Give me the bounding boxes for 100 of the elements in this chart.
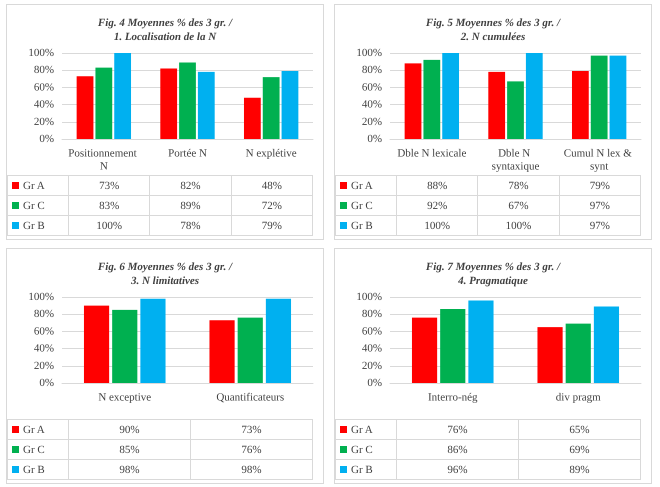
y-tick-label: 60% [362,81,382,94]
bar [440,309,466,383]
data-label: 90% [68,420,190,440]
bar [590,56,608,139]
x-tick-label: Dble N lexicale [397,148,466,160]
bar [423,60,440,139]
y-tick-label: 40% [34,98,54,111]
data-label: 100% [396,216,478,236]
bar [112,310,138,383]
x-tick-label: N explétive [246,148,297,160]
bar [140,298,166,383]
data-label: 76% [190,440,312,460]
bar [244,98,261,139]
x-tick-label: Cumul N lex & synt [564,148,635,172]
y-tick-label: 0% [39,377,54,389]
data-label: 98% [190,460,312,480]
data-label: 78% [478,176,560,196]
x-tick-label: Quantificateurs [216,392,284,404]
bar [594,306,620,383]
legend-label: Gr C [8,440,68,460]
data-label: 67% [478,196,560,216]
bar [198,72,215,139]
data-label: 86% [396,440,518,460]
chart-title: Fig. 5 Moyennes % des 3 gr. / 2. N cumulées [424,17,562,43]
data-label: 100% [68,216,150,236]
legend-label: Gr A [336,176,396,196]
bar [160,68,178,139]
x-tick-label: div pragm [556,392,602,404]
bar [442,53,460,139]
bar [262,77,280,139]
legend-label: Gr C [8,196,68,216]
y-tick-label: 0% [39,133,54,145]
data-label: 85% [68,440,190,460]
legend-label: Gr C [336,440,396,460]
data-label: 98% [68,460,190,480]
y-tick-label: 20% [362,360,382,372]
bar [282,71,298,139]
data-label: 100% [478,216,560,236]
y-tick-label: 80% [362,64,382,76]
x-tick-label: Dble N syntaxique [492,148,540,172]
chart-title: Fig. 7 Moyennes % des 3 gr. / 4. Pragmatique [424,261,562,287]
chart-title: Fig. 6 Moyennes % des 3 gr. / 3. N limitatives [96,261,234,287]
data-label: 79% [231,216,312,236]
x-tick-label: Positionnement N [68,148,140,172]
legend-label: Gr B [336,216,396,236]
bar [526,53,543,139]
data-label: 83% [68,196,150,216]
bar [610,56,626,139]
x-tick-label: Interro-nég [428,392,478,404]
x-tick-label: N exceptive [98,392,152,404]
y-tick-label: 100% [356,291,382,303]
y-tick-label: 20% [362,116,382,128]
bar [209,320,235,383]
y-tick-label: 0% [367,133,382,145]
bar [412,318,438,383]
bar [238,318,263,383]
y-tick-label: 60% [34,81,54,94]
y-tick-label: 40% [362,98,382,111]
legend-label: Gr C [336,196,396,216]
bar [468,300,494,383]
data-label: 48% [231,176,312,196]
y-tick-label: 0% [367,377,382,389]
data-label: 92% [396,196,478,216]
bar [76,76,94,139]
data-label: 72% [231,196,312,216]
y-tick-label: 60% [362,325,382,338]
bar [572,71,589,139]
y-tick-label: 100% [28,47,54,59]
bar [507,81,524,139]
bar [95,68,112,139]
legend-label: Gr B [8,460,68,480]
data-label: 76% [396,420,518,440]
bar [266,298,292,383]
data-label: 89% [518,460,640,480]
bar [404,63,422,139]
data-label: 73% [190,420,312,440]
data-label: 69% [518,440,640,460]
y-tick-label: 20% [34,116,54,128]
bar [84,306,110,383]
data-label: 73% [68,176,150,196]
y-tick-label: 100% [28,291,54,303]
data-label: 82% [150,176,232,196]
legend-label: Gr B [336,460,396,480]
y-tick-label: 40% [362,342,382,355]
y-tick-label: 80% [34,64,54,76]
y-tick-label: 100% [356,47,382,59]
y-tick-label: 20% [34,360,54,372]
data-label: 97% [559,196,640,216]
legend-label: Gr A [8,176,68,196]
data-label: 96% [396,460,518,480]
bar [537,327,563,383]
y-tick-label: 80% [362,308,382,320]
data-label: 88% [396,176,478,196]
bar [179,62,196,139]
legend-label: Gr A [336,420,396,440]
data-label: 89% [150,196,232,216]
y-tick-label: 60% [34,325,54,338]
bar [566,324,591,383]
y-tick-label: 80% [34,308,54,320]
y-tick-label: 40% [34,342,54,355]
